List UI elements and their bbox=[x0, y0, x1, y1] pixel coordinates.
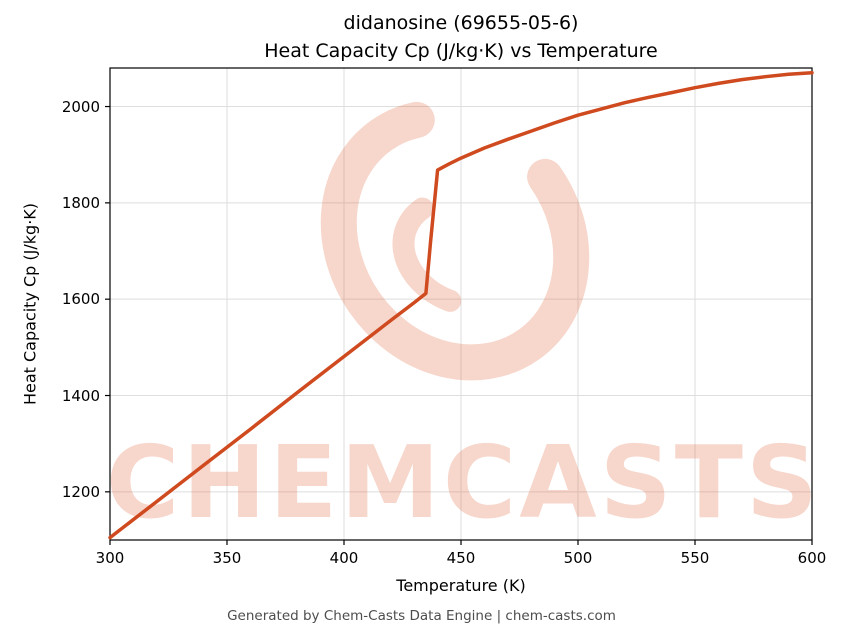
chart-title-line1: didanosine (69655-05-6) bbox=[343, 12, 579, 34]
x-tick-label: 400 bbox=[329, 549, 359, 567]
y-tick-label: 2000 bbox=[61, 97, 100, 116]
footer-credit: Generated by Chem-Casts Data Engine | ch… bbox=[227, 608, 616, 624]
watermark-text: CHEMCASTS bbox=[106, 424, 821, 541]
x-tick-label: 550 bbox=[680, 549, 710, 567]
x-tick-label: 350 bbox=[212, 549, 242, 567]
x-tick-label: 450 bbox=[446, 549, 476, 567]
chart-title-line2: Heat Capacity Cp (J/kg·K) vs Temperature bbox=[264, 39, 658, 62]
y-tick-label: 1400 bbox=[61, 386, 100, 405]
x-tick-label: 600 bbox=[797, 549, 827, 567]
y-tick-label: 1200 bbox=[61, 482, 100, 501]
x-tick-label: 300 bbox=[95, 549, 125, 567]
x-axis-label: Temperature (K) bbox=[396, 576, 526, 595]
chart-title: didanosine (69655-05-6) Heat Capacity Cp… bbox=[110, 10, 812, 65]
y-tick-label: 1600 bbox=[61, 290, 100, 309]
chemcasts-logo-swirl bbox=[320, 99, 590, 381]
y-axis-label: Heat Capacity Cp (J/kg·K) bbox=[20, 202, 40, 406]
y-tick-label: 1800 bbox=[61, 193, 100, 212]
x-tick-label: 500 bbox=[563, 549, 593, 567]
